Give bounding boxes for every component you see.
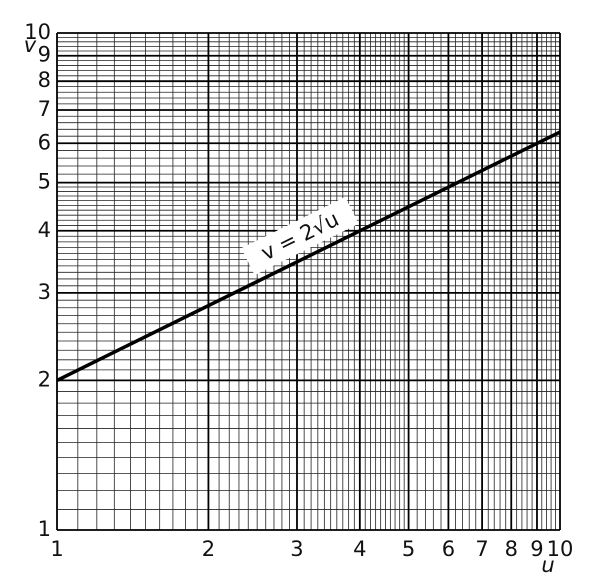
- x-tick-label: 5: [402, 537, 415, 561]
- y-tick-label: 8: [38, 68, 51, 92]
- x-tick-label: 9: [530, 537, 543, 561]
- y-tick-label: 5: [38, 170, 51, 194]
- x-tick-label: 8: [505, 537, 518, 561]
- y-tick-label: 1: [38, 517, 51, 541]
- y-tick-label: 4: [38, 218, 51, 242]
- y-tick-label: 3: [38, 280, 51, 304]
- x-tick-label: 7: [475, 537, 488, 561]
- y-tick-label: 10: [24, 20, 51, 44]
- x-tick-label: 1: [50, 537, 63, 561]
- x-tick-label: 4: [353, 537, 366, 561]
- x-tick-label: 3: [290, 537, 303, 561]
- data-line: [56, 130, 561, 382]
- y-tick-label: 9: [38, 43, 51, 67]
- annotation-box: [241, 196, 359, 276]
- x-tick-label: 2: [202, 537, 215, 561]
- x-tick-label: 10: [547, 537, 574, 561]
- y-tick-label: 6: [38, 130, 51, 154]
- y-axis-label: v: [24, 33, 37, 57]
- x-axis-label: u: [541, 553, 554, 577]
- x-tick-label: 6: [442, 537, 455, 561]
- y-tick-label: 2: [38, 367, 51, 391]
- y-tick-label: 7: [38, 97, 51, 121]
